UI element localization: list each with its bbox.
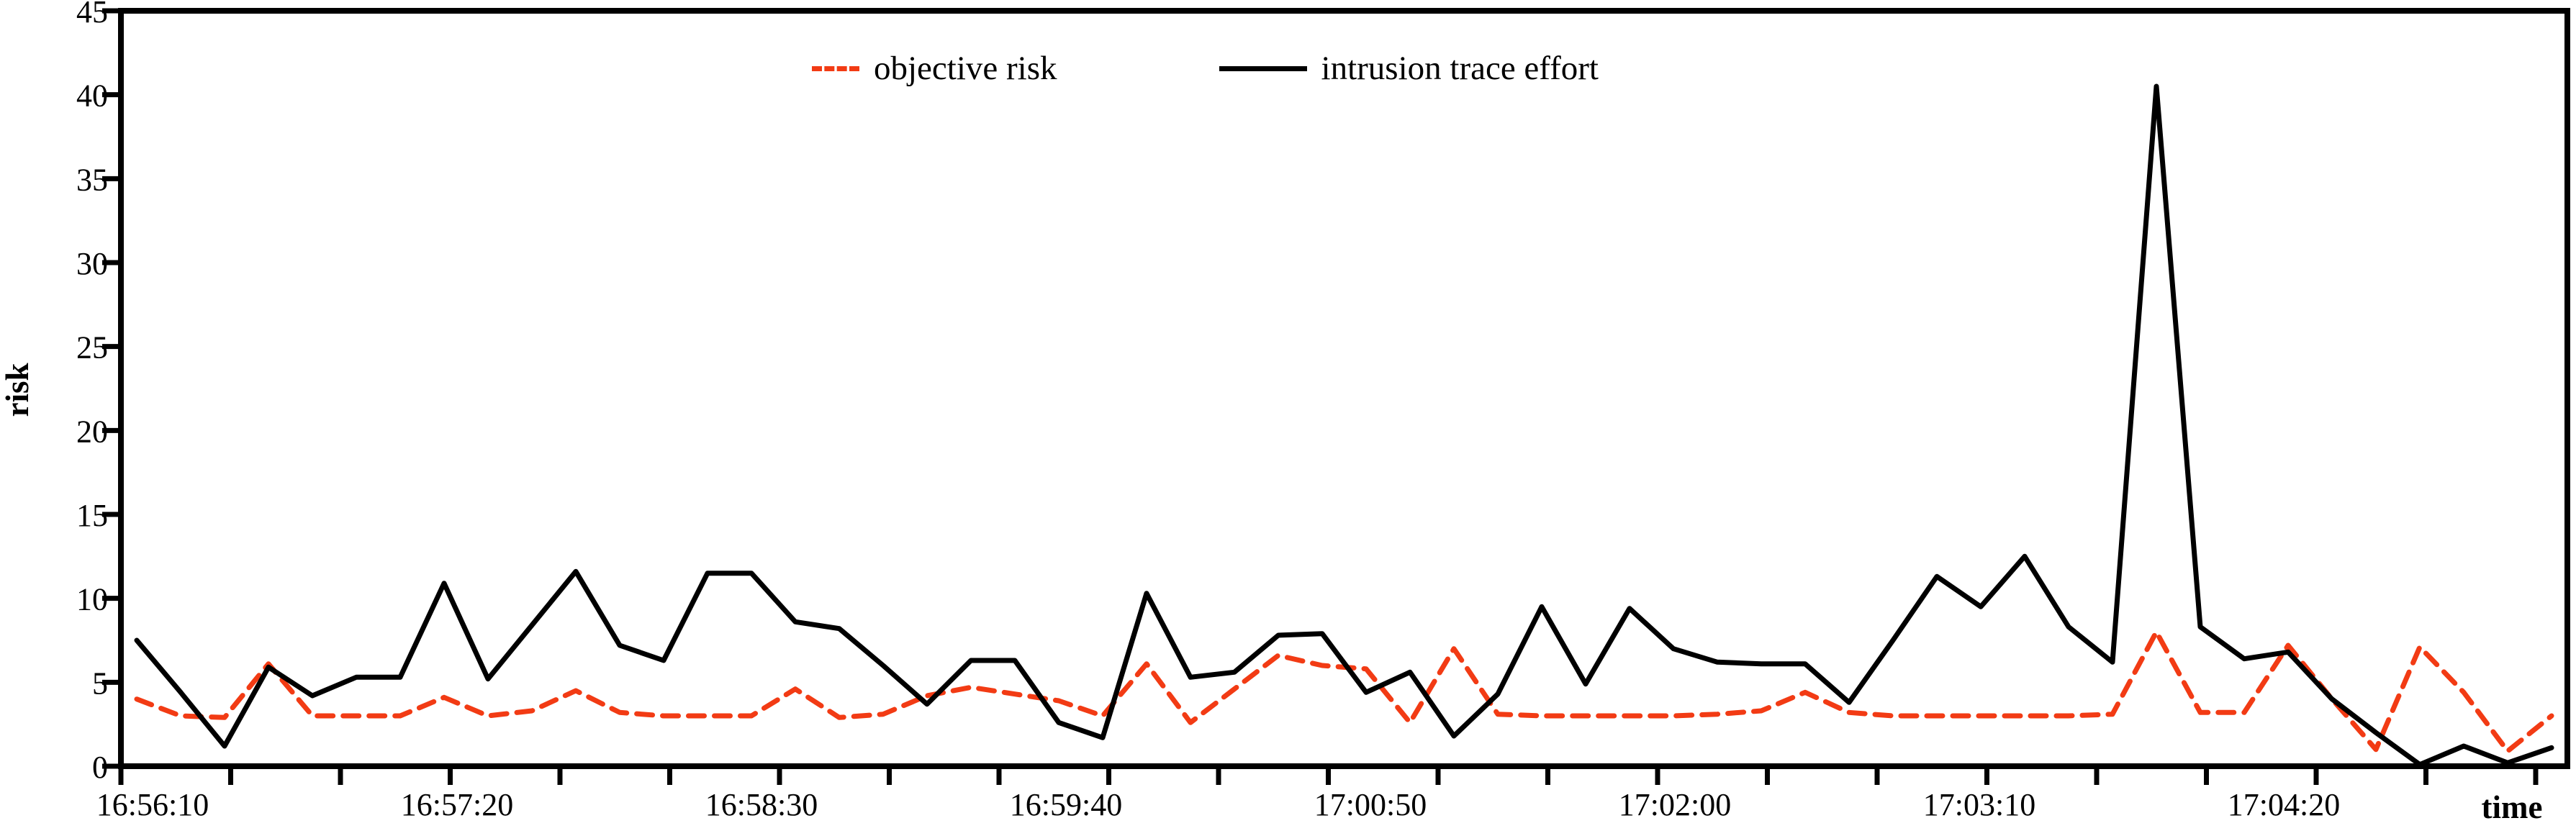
y-axis-tick-label: 45 xyxy=(76,0,108,29)
objective-risk-line-swatch xyxy=(812,66,859,71)
y-axis-tick-label: 35 xyxy=(76,162,108,197)
y-axis-tick-label: 30 xyxy=(76,246,108,281)
series-line-intrusion-trace-effort xyxy=(134,83,2554,768)
y-axis-title: risk xyxy=(0,363,35,417)
intrusion-trace-effort-line-swatch xyxy=(1219,66,1307,71)
x-axis-tick-label: 16:56:10 xyxy=(96,787,209,822)
x-axis-tick-label: 17:03:10 xyxy=(1923,787,2035,822)
plot-frame xyxy=(118,8,2570,769)
x-axis-tick-label: 17:02:00 xyxy=(1619,787,1731,822)
x-axis-title: time xyxy=(2481,789,2543,825)
legend-item-intrusion-trace-effort: intrusion trace effort xyxy=(1219,52,1599,86)
series-line-objective-risk xyxy=(134,629,2554,754)
y-axis-tick-label: 15 xyxy=(76,498,108,533)
y-axis-tick-label: 40 xyxy=(76,78,108,114)
x-axis-tick-label: 16:58:30 xyxy=(705,787,818,822)
y-axis-tick-label: 25 xyxy=(76,330,108,365)
x-axis-tick-label: 17:04:20 xyxy=(2228,787,2340,822)
y-axis-tick-label: 5 xyxy=(92,665,108,701)
legend-label-objective-risk: objective risk xyxy=(874,50,1057,87)
legend-label-intrusion-trace-effort: intrusion trace effort xyxy=(1321,50,1599,87)
x-axis-tick-label: 16:57:20 xyxy=(401,787,513,822)
chart-legend: objective risk intrusion trace effort xyxy=(812,52,1599,86)
x-axis-tick-label: 16:59:40 xyxy=(1010,787,1122,822)
y-axis-tick-label: 0 xyxy=(92,750,108,785)
x-axis-tick-label: 17:00:50 xyxy=(1314,787,1427,822)
y-axis-tick-label: 20 xyxy=(76,414,108,449)
legend-item-objective-risk: objective risk xyxy=(812,52,1057,86)
y-axis-tick-label: 10 xyxy=(76,582,108,617)
